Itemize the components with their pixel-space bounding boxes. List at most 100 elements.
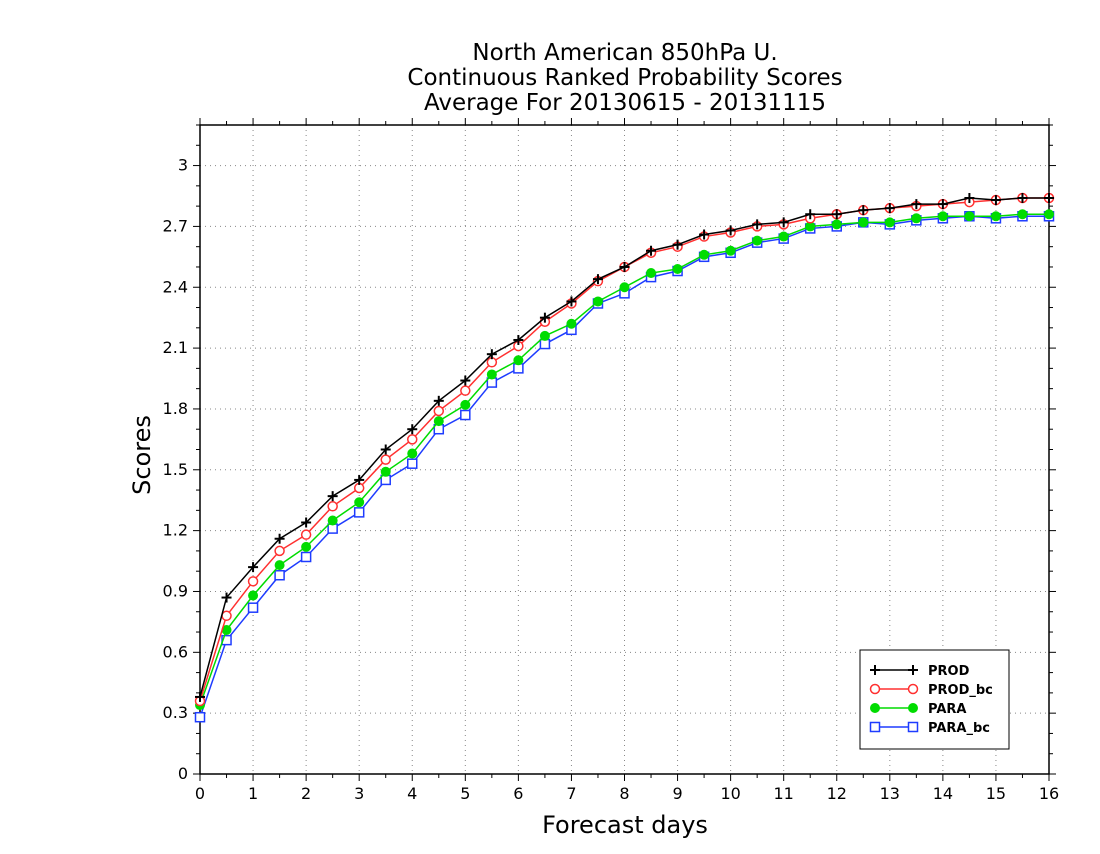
data-point-prod	[195, 691, 205, 702]
y-tick-label: 1.2	[163, 521, 188, 540]
legend-label-prod: PROD	[928, 664, 970, 679]
data-point-prod	[566, 296, 577, 307]
data-point-prod	[221, 592, 232, 603]
data-point-prod	[725, 225, 736, 236]
data-point-prod	[752, 219, 763, 230]
data-point-prod	[433, 395, 444, 406]
x-tick-label: 15	[986, 784, 1006, 803]
data-point-prod	[274, 533, 285, 544]
data-point-prod	[1044, 193, 1054, 204]
series-line-prod	[199, 197, 1049, 698]
legend: PROD PROD_bc PARA PARA_bc	[859, 649, 1010, 750]
data-point-prod	[380, 444, 391, 455]
data-point-para-bc	[221, 634, 232, 646]
series-prod	[195, 193, 1054, 702]
data-point-para	[884, 217, 895, 228]
data-point-para	[619, 282, 630, 293]
data-point-para	[460, 399, 471, 410]
data-point-prod	[354, 474, 365, 485]
x-tick-label: 10	[720, 784, 740, 803]
data-point-prod	[805, 209, 816, 220]
x-tick-label: 9	[672, 784, 682, 803]
x-tick-label: 6	[513, 784, 523, 803]
data-point-para	[646, 268, 657, 279]
data-point-prod	[831, 209, 842, 220]
data-point-para	[380, 466, 391, 477]
legend-marker-prod-bc	[907, 683, 919, 695]
data-point-prod	[301, 517, 312, 528]
data-point-prod-bc	[300, 529, 312, 540]
data-point-para	[1044, 209, 1054, 220]
legend-marker-prod	[908, 665, 918, 675]
data-point-prod	[990, 195, 1001, 206]
data-point-para	[486, 369, 497, 380]
legend-item-para: PARA	[870, 702, 966, 717]
data-point-prod	[486, 349, 497, 360]
data-point-para	[858, 217, 869, 228]
x-tick-label: 7	[566, 784, 576, 803]
legend-marker-para-bc	[907, 721, 919, 733]
data-point-para	[301, 541, 312, 552]
data-point-para	[248, 590, 259, 601]
data-point-prod	[539, 312, 550, 323]
y-tick-label: 2.1	[163, 338, 188, 357]
legend-item-para-bc: PARA_bc	[869, 721, 990, 736]
data-point-para	[937, 211, 948, 222]
title-line-1: North American 850hPa U.	[472, 40, 777, 66]
legend-item-prod: PROD	[870, 664, 970, 679]
data-point-prod-bc	[407, 434, 418, 445]
data-point-para	[990, 211, 1001, 222]
data-point-para	[407, 448, 418, 459]
data-point-para	[433, 416, 444, 427]
series-para	[195, 209, 1054, 711]
data-point-prod-bc	[433, 405, 445, 417]
data-point-prod	[858, 205, 869, 216]
data-point-prod-bc	[380, 454, 391, 465]
y-axis-label: Scores	[128, 415, 156, 495]
data-point-prod	[672, 239, 683, 250]
x-tick-label: 14	[933, 784, 953, 803]
data-point-prod	[513, 334, 524, 345]
data-point-prod-bc	[460, 385, 471, 396]
title-line-3: Average For 20130615 - 20131115	[424, 90, 826, 116]
data-point-prod-bc	[221, 610, 232, 622]
x-tick-label: 13	[880, 784, 900, 803]
data-point-para	[911, 213, 922, 224]
legend-box	[859, 649, 1010, 750]
chart-title: North American 850hPa U. Continuous Rank…	[407, 40, 842, 116]
x-tick-label: 12	[827, 784, 847, 803]
x-axis-label: Forecast days	[542, 811, 708, 839]
data-point-para	[566, 318, 577, 329]
data-point-prod	[937, 199, 948, 210]
y-tick-label: 3	[178, 156, 188, 175]
data-point-prod	[460, 375, 471, 386]
y-tick-label: 2.7	[163, 216, 188, 235]
data-point-prod	[592, 274, 603, 285]
data-point-para	[725, 245, 736, 256]
y-tick-label: 0.6	[163, 642, 188, 661]
data-point-para-bc	[407, 458, 418, 469]
legend-marker-prod-bc	[869, 683, 881, 695]
legend-label-prod-bc: PROD_bc	[928, 683, 993, 698]
legend-marker-para	[908, 703, 918, 713]
x-tick-label: 4	[407, 784, 417, 803]
data-point-para	[1017, 209, 1028, 220]
x-tick-label: 8	[619, 784, 629, 803]
legend-marker-para-bc	[869, 721, 881, 733]
y-tick-label: 0.9	[163, 581, 188, 600]
data-point-para	[778, 231, 789, 242]
y-tick-label: 0	[178, 764, 188, 783]
data-point-para	[699, 249, 710, 260]
data-point-para	[274, 560, 285, 571]
data-point-para-bc	[300, 551, 312, 563]
data-point-para	[964, 211, 975, 222]
y-tick-label: 1.5	[163, 460, 188, 479]
data-point-para	[831, 219, 842, 230]
title-line-2: Continuous Ranked Probability Scores	[407, 65, 842, 91]
data-series	[194, 192, 1055, 723]
data-point-prod	[911, 199, 922, 210]
legend-label-para: PARA	[928, 702, 966, 717]
data-point-prod-bc	[247, 576, 259, 587]
legend-item-prod-bc: PROD_bc	[869, 683, 993, 698]
y-tick-label: 0.3	[163, 703, 188, 722]
